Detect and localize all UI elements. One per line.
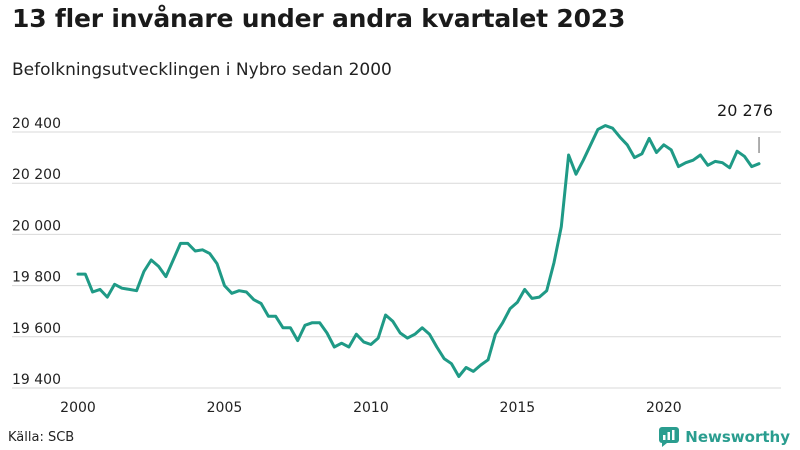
y-axis: 19 400 19 600 19 800 20 000 20 200 20 400: [12, 116, 61, 388]
chart-title: 13 fler invånare under andra kvartalet 2…: [12, 4, 626, 33]
chart-subtitle: Befolkningsutvecklingen i Nybro sedan 20…: [12, 60, 392, 80]
y-tick-label: 19 400: [12, 372, 61, 388]
line-chart: 19 400 19 600 19 800 20 000 20 200 20 400 200…: [12, 101, 781, 416]
x-tick-label: 2010: [353, 400, 389, 416]
brand-logo: Newsworthy: [659, 427, 790, 447]
x-axis: 2000 2005 2010 2015 2020: [60, 400, 681, 416]
x-tick-label: 2020: [646, 400, 682, 416]
end-value-label: 20 276: [717, 101, 773, 120]
series-line: [76, 124, 761, 378]
newsworthy-logo-icon: [659, 427, 680, 447]
y-tick-label: 20 400: [12, 116, 61, 132]
y-tick-label: 19 600: [12, 321, 61, 337]
x-tick-label: 2005: [207, 400, 243, 416]
y-tick-label: 20 200: [12, 167, 61, 183]
x-tick-label: 2000: [60, 400, 96, 416]
source-note: Källa: SCB: [8, 430, 75, 445]
annotation-layer: 20 276: [717, 101, 773, 153]
grid-layer: [12, 131, 781, 389]
y-tick-label: 20 000: [12, 218, 61, 234]
y-tick-label: 19 800: [12, 270, 61, 286]
brand-name: Newsworthy: [685, 428, 790, 446]
x-tick-label: 2015: [500, 400, 536, 416]
series-layer: [76, 124, 761, 378]
